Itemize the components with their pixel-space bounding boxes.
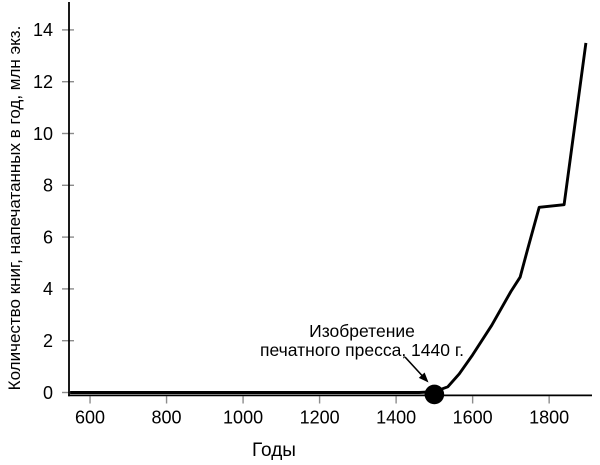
y-axis-label: Количество книг, напечатанных в год, млн… — [5, 25, 24, 391]
y-tick-label: 12 — [33, 72, 53, 92]
event-marker-dot — [424, 384, 445, 405]
y-tick-label: 14 — [33, 20, 53, 40]
x-tick-label: 1800 — [529, 408, 569, 428]
annotation-line-2: печатного пресса, 1440 г. — [260, 340, 464, 360]
y-tick-label: 0 — [43, 383, 53, 403]
x-tick-label: 1200 — [300, 408, 340, 428]
annotation-arrowhead — [418, 372, 429, 383]
y-tick-label: 6 — [43, 227, 53, 247]
y-tick-label: 10 — [33, 124, 53, 144]
x-tick-label: 600 — [75, 408, 105, 428]
y-tick-label: 8 — [43, 176, 53, 196]
y-tick-label: 2 — [43, 331, 53, 351]
x-tick-label: 1400 — [376, 408, 416, 428]
x-tick-label: 1000 — [223, 408, 263, 428]
y-tick-label: 4 — [43, 279, 53, 299]
x-tick-label: 800 — [152, 408, 182, 428]
printing-press-annotation: Изобретение печатного пресса, 1440 г. — [260, 322, 464, 360]
annotation-line-1: Изобретение — [309, 321, 415, 341]
x-tick-label: 1600 — [453, 408, 493, 428]
series-line — [70, 42, 588, 394]
x-axis-label: Годы — [252, 440, 296, 461]
annotation-arrow — [404, 356, 423, 377]
